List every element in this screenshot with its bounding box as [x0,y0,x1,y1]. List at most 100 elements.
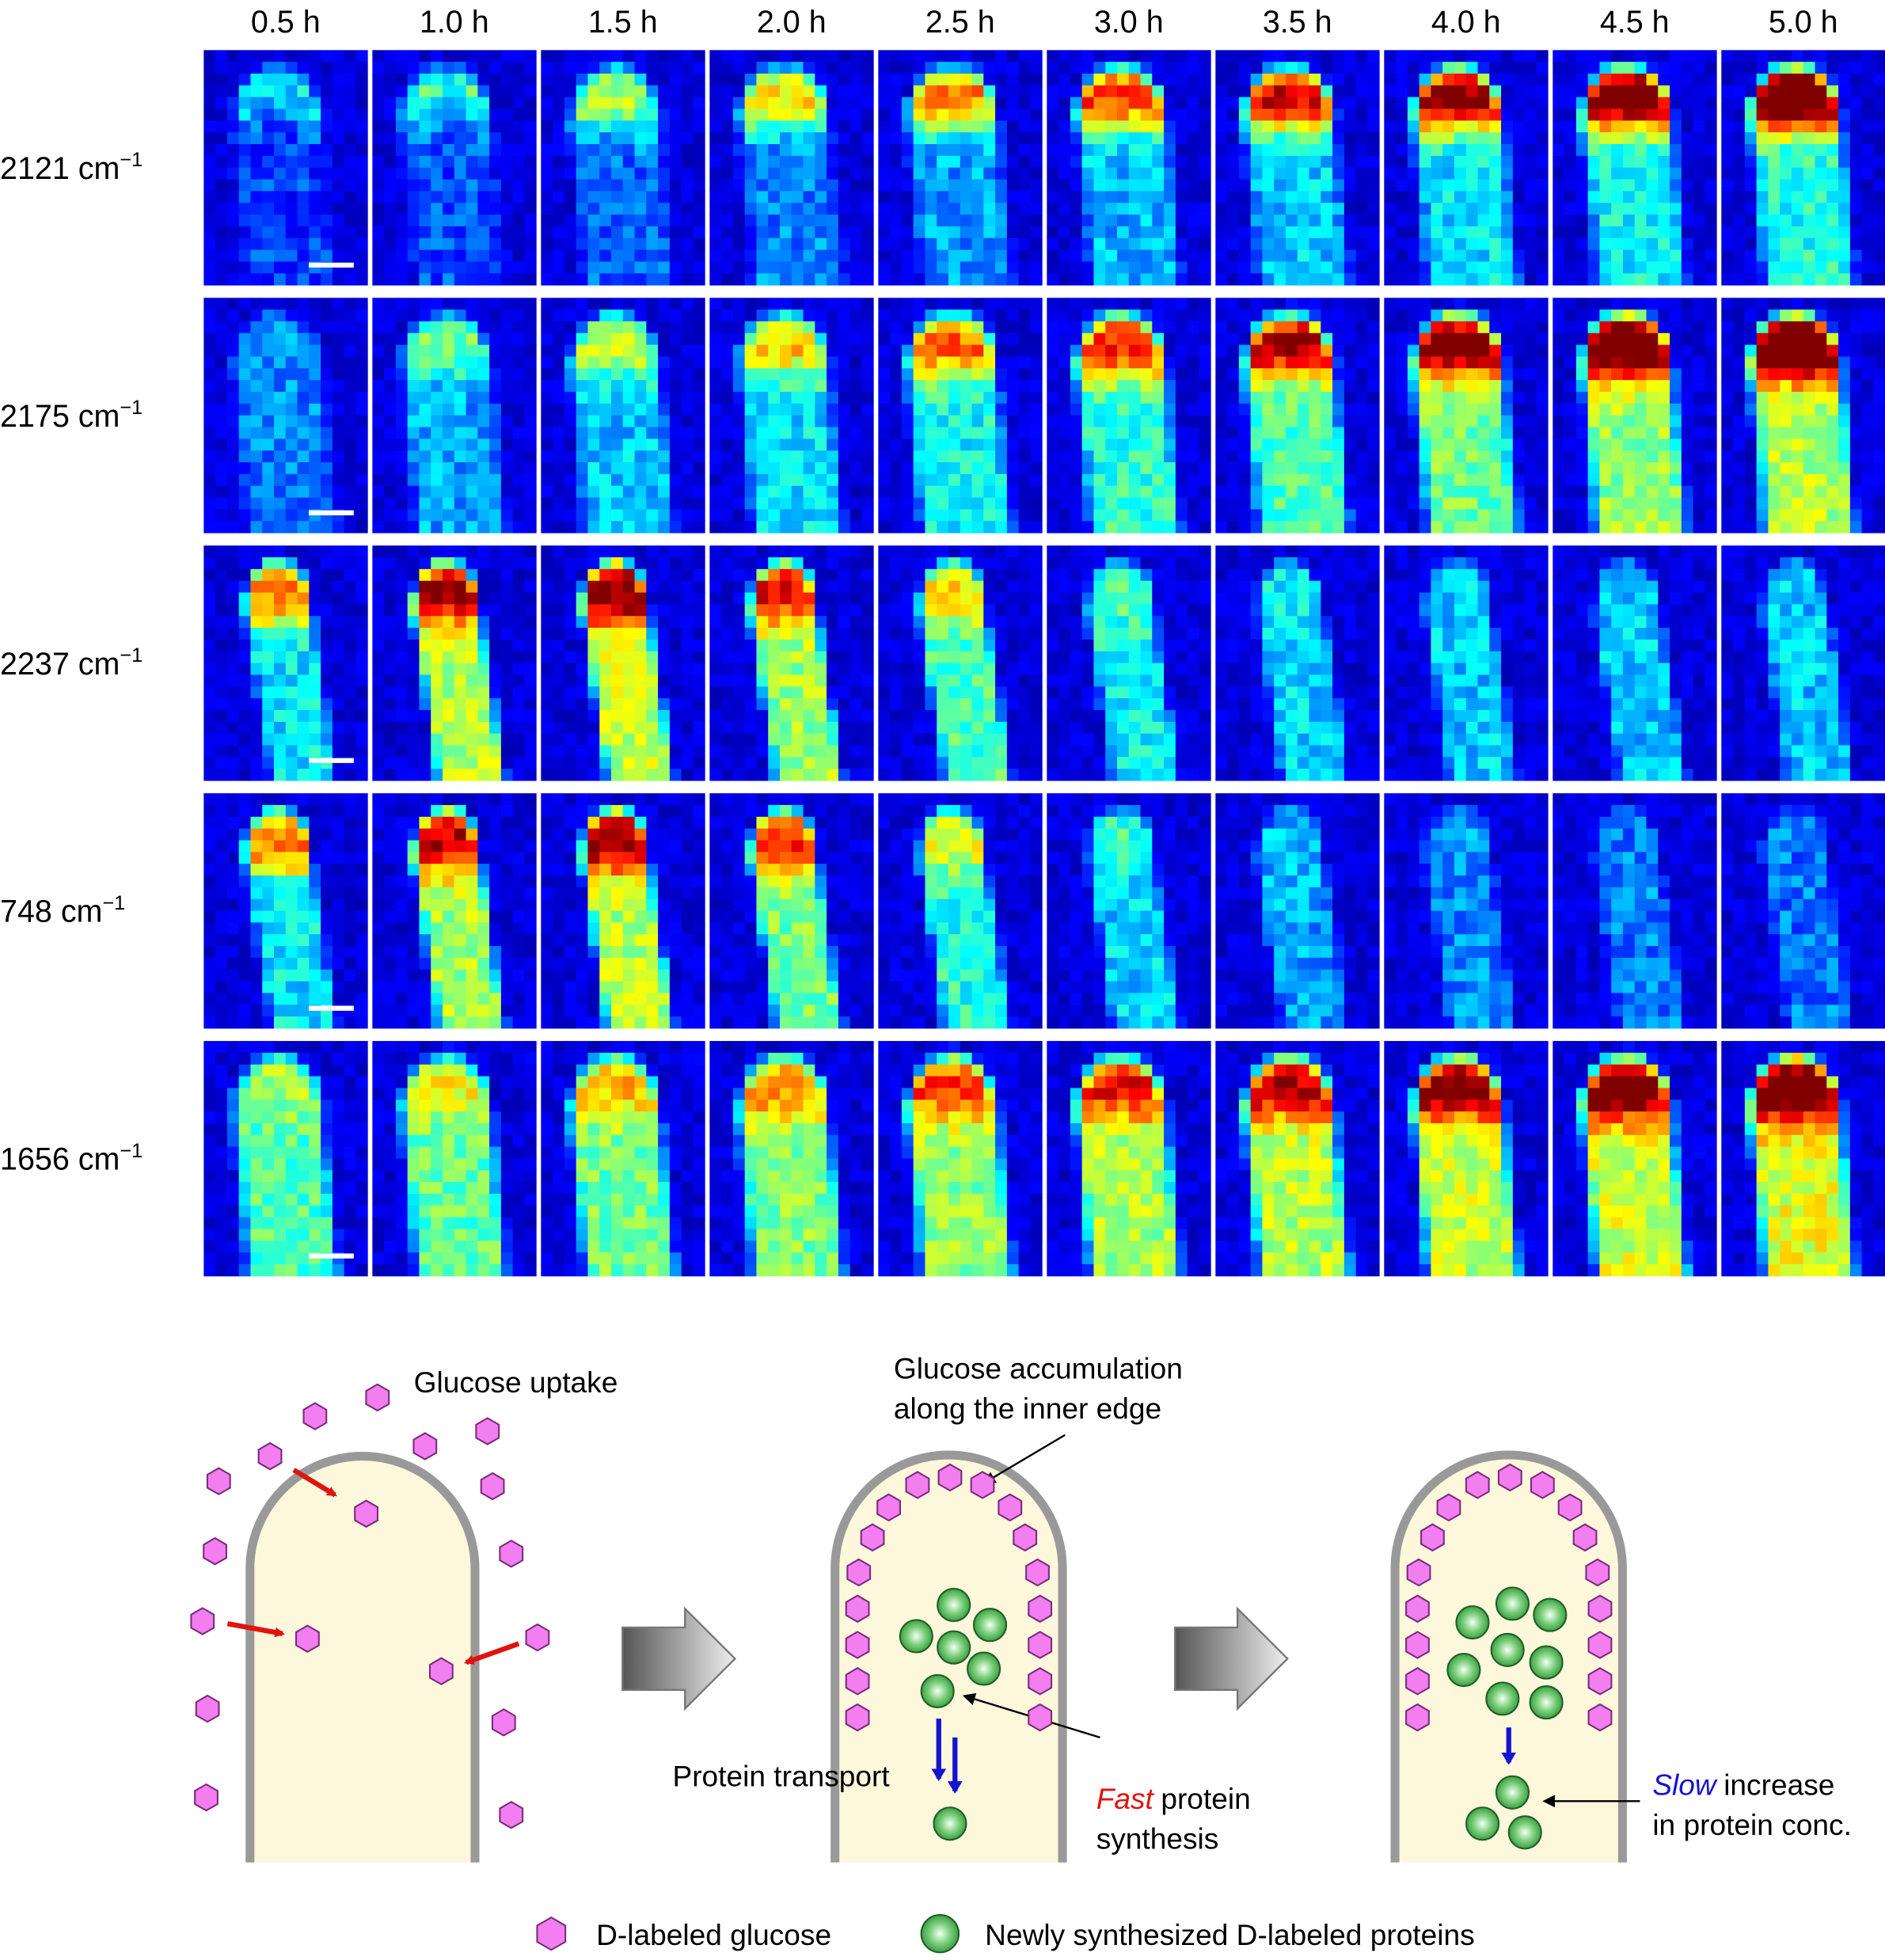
pixel [1396,427,1408,439]
pixel [709,50,722,63]
pixel [1006,391,1020,405]
pixel [587,273,600,286]
pixel [431,310,443,322]
pixel [995,332,1008,346]
pixel [1164,403,1176,416]
pixel [849,155,862,169]
pixel [937,509,949,522]
pixel [1780,167,1792,180]
pixel [1721,50,1734,63]
pixel [1274,391,1286,405]
pixel [541,509,553,522]
pixel [861,356,874,369]
pixel [1227,215,1240,227]
pixel [1116,179,1130,192]
pixel [646,509,659,522]
pixel [203,310,216,322]
pixel [878,310,891,322]
pixel [1575,226,1589,239]
pixel [1297,391,1310,405]
pixel [634,215,647,227]
pixel [861,415,874,427]
pixel [803,132,815,145]
pixel [779,155,792,169]
pixel [1285,521,1298,534]
pixel [1536,132,1549,145]
pixel [1227,403,1240,416]
pixel [1047,167,1059,180]
pixel [1634,120,1647,133]
pixel [1419,144,1431,157]
pixel [395,380,409,393]
pixel [1477,310,1490,322]
pixel [658,321,671,334]
pixel [791,155,804,169]
pixel [1058,120,1071,133]
pixel [1658,155,1670,169]
pixel [1838,249,1851,262]
pixel [309,237,321,251]
pixel [466,215,478,227]
pixel [1030,439,1043,451]
pixel [215,321,228,334]
pixel [1285,62,1298,74]
pixel [355,380,368,393]
pixel [1081,155,1094,169]
pixel [744,462,757,475]
pixel [849,144,862,157]
pixel [890,462,903,475]
pixel [442,391,455,405]
pixel [1262,191,1275,203]
pixel [1047,497,1059,510]
pixel [1018,203,1031,215]
pixel [1285,462,1298,475]
pixel [500,391,514,405]
pixel [937,485,949,499]
pixel [1355,226,1368,239]
pixel [1367,62,1380,74]
pixel [681,97,694,109]
pixel [1175,462,1188,475]
pixel [355,132,368,145]
pixel [1536,380,1549,393]
pixel [827,155,839,169]
pixel [321,310,333,322]
pixel [587,356,600,369]
pixel [489,215,502,227]
pixel [849,391,862,405]
pixel [541,332,553,346]
pixel [646,356,659,369]
pixel [274,462,287,475]
pixel [1658,73,1670,86]
pixel [1105,473,1118,487]
pixel [553,132,565,145]
pixel [948,85,961,98]
pixel [983,249,996,262]
pixel [1780,62,1792,74]
pixel [634,298,647,310]
pixel [321,521,333,534]
pixel [1407,237,1420,251]
pixel [849,85,862,98]
pixel [1081,50,1094,63]
pixel [791,332,804,346]
pixel [1442,439,1455,451]
pixel [634,226,647,239]
pixel [1524,237,1537,251]
pixel [1343,179,1357,192]
pixel [297,521,310,534]
pixel [756,332,769,346]
pixel [1152,273,1165,286]
pixel [849,191,862,203]
pixel [1693,85,1705,98]
pixel [576,391,588,405]
pixel [1611,191,1624,203]
pixel [1861,108,1874,121]
pixel [1454,439,1467,451]
pixel [1128,391,1142,405]
pixel [395,144,409,157]
pixel [791,62,804,74]
pixel [1262,261,1275,274]
pixel [1575,97,1589,109]
pixel [489,132,502,145]
